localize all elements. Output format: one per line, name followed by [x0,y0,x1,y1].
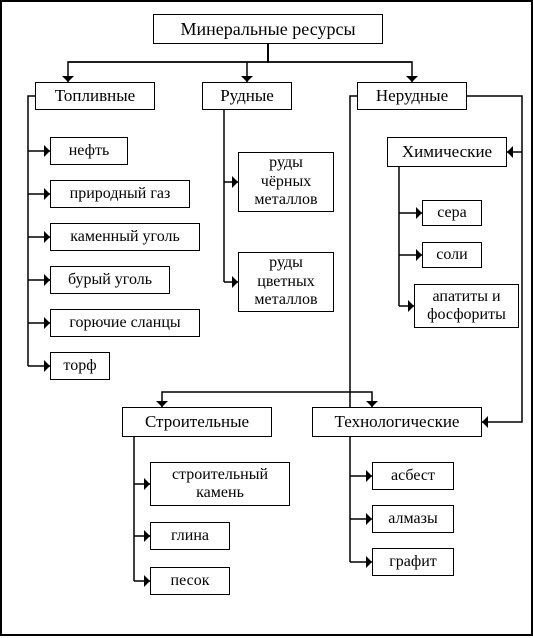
node-salts: соли [422,242,482,268]
node-gas: природный газ [50,180,190,208]
node-peat: торф [50,352,110,380]
node-coal: каменный уголь [50,223,200,251]
edge-4 [268,44,412,62]
node-shale: горючие сланцы [50,309,200,337]
edge-20 [350,392,372,407]
node-sulfur: сера [422,200,482,226]
node-clay: глина [150,522,230,550]
edge-5 [28,96,50,366]
node-asbestos: асбест [372,462,454,490]
node-chem: Химические [387,137,507,167]
node-apatite: апатиты и фосфориты [414,284,519,328]
edge-0 [68,44,268,82]
node-lignite: бурый уголь [50,266,170,294]
node-fuel: Топливные [35,82,155,110]
node-ore: Рудные [202,82,292,110]
node-nonferrous: руды цветных металлов [238,252,334,312]
node-nonore: Нерудные [357,82,467,110]
edge-11 [224,110,238,282]
node-diamond: алмазы [372,505,454,533]
node-build: Строительные [122,407,272,437]
node-stone: строительный камень [150,462,290,506]
node-tech: Технологические [312,407,482,437]
node-root: Минеральные ресурсы [153,14,383,44]
diagram-canvas: Минеральные ресурсы Топливные Рудные Нерудн… [0,0,533,636]
edge-1 [247,44,268,82]
edge-3 [68,44,268,62]
node-ferrous: руды чёрных металлов [238,152,334,212]
node-oil: нефть [50,137,128,165]
node-graphite: графит [372,548,454,576]
edge-2 [268,44,412,82]
edge-24 [350,437,372,562]
edge-21 [134,437,150,581]
node-sand: песок [150,567,230,595]
